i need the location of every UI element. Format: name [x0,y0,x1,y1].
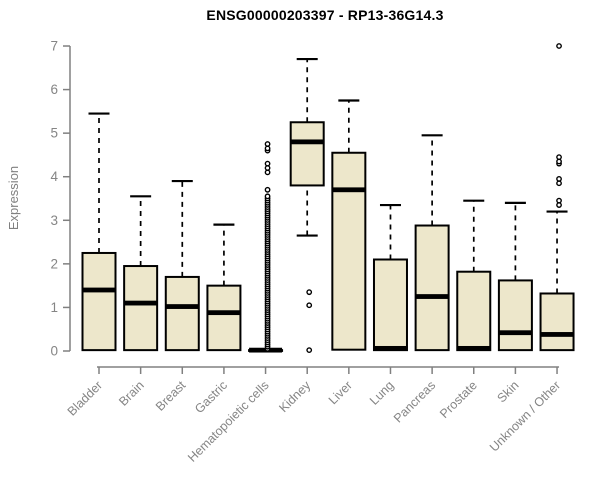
box-bladder [81,251,117,352]
y-tick-label: 5 [50,126,58,141]
outlier-point [306,289,313,296]
outlier-point [306,302,313,309]
box-brain [123,265,159,352]
y-tick-label: 0 [50,344,58,359]
outlier-point [556,154,562,161]
median-line [415,294,449,299]
outlier-point [264,186,271,193]
outlier-point [306,347,313,354]
outlier-point [264,141,271,147]
box-lung [372,258,408,352]
x-tick-label: Hematopoietic cells [185,378,272,465]
median-line [124,300,158,306]
x-tick-label: Prostate [437,378,480,421]
box-skin [497,279,533,352]
box-unknown-other [539,292,575,352]
y-tick-label: 6 [50,82,58,97]
x-tick-label: Gastric [192,378,230,416]
box-liver [331,151,367,351]
y-tick-label: 4 [50,169,58,184]
median-line [207,310,241,316]
outlier-point [264,160,271,167]
outlier-point [264,193,271,200]
y-tick-label: 3 [50,213,58,228]
box-kidney [289,121,325,187]
x-tick-label: Brain [116,378,147,409]
x-tick-label: Lung [367,378,397,408]
median-line [290,139,324,145]
y-tick-label: 7 [50,39,58,54]
x-tick-label: Pancreas [391,378,438,425]
chart-title: ENSG00000203397 - RP13-36G14.3 [206,7,444,23]
median-line [540,332,574,337]
box-breast [164,275,200,352]
x-tick-label: Breast [153,378,189,414]
x-tick-label: Bladder [65,378,105,418]
median-line [457,345,491,351]
outlier-point [556,197,562,204]
x-tick-label: Unknown / Other [487,378,563,454]
y-tick-label: 1 [50,300,58,315]
box-prostate [456,270,492,352]
median-line [165,304,199,309]
median-line [332,187,366,193]
y-tick-label: 2 [50,256,58,271]
x-tick-label: Liver [326,378,355,407]
x-tick-label: Skin [494,378,521,405]
median-line [373,345,407,351]
outlier-point [556,43,562,49]
box-gastric [206,284,242,352]
median-line [82,287,116,293]
outlier-point [556,175,562,182]
box-pancreas [414,224,450,352]
x-tick-label: Kidney [276,378,313,415]
median-line [498,330,532,336]
